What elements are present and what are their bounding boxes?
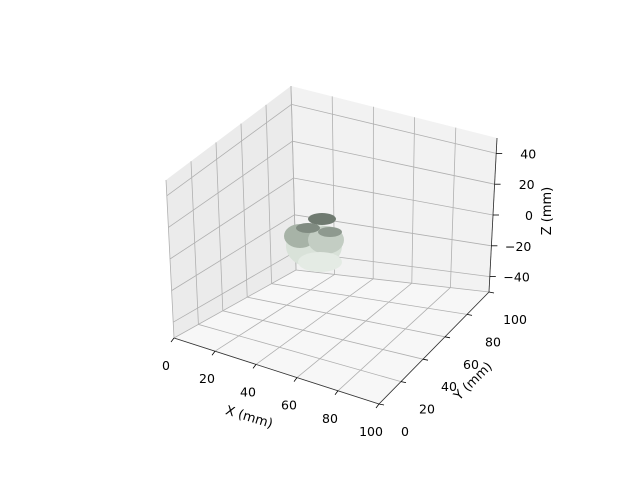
x-tick-mark bbox=[293, 377, 298, 382]
blob-top bbox=[308, 213, 336, 225]
x-tick-mark bbox=[211, 350, 216, 356]
y-tick-mark bbox=[422, 358, 429, 361]
y-tick-mark bbox=[488, 291, 495, 294]
x-tick-label: 100 bbox=[359, 424, 383, 439]
x-tick-label: 80 bbox=[322, 411, 338, 426]
x-tick-mark bbox=[252, 364, 257, 369]
x-tick-mark bbox=[170, 337, 175, 343]
x-tick-mark bbox=[375, 403, 380, 409]
y-axis-line bbox=[378, 291, 490, 405]
y-tick-mark bbox=[400, 381, 407, 383]
y-grid-line bbox=[265, 104, 468, 315]
y-tick-mark bbox=[444, 336, 451, 339]
y-tick-label: 80 bbox=[485, 334, 501, 349]
x-tick-label: 0 bbox=[162, 358, 170, 373]
x-tick-label: 60 bbox=[281, 398, 297, 413]
z-tick-label: 40 bbox=[520, 146, 536, 161]
y-tick-mark bbox=[466, 314, 473, 316]
y-grid-line bbox=[290, 85, 490, 293]
x-tick-label: 20 bbox=[199, 371, 215, 386]
x-ticks: 0 20 40 60 80 100 bbox=[162, 337, 383, 439]
z-tick-label: 20 bbox=[519, 177, 535, 192]
z-ticks: −40 −20 0 20 40 bbox=[489, 146, 536, 285]
y-tick-label: 100 bbox=[503, 312, 527, 327]
y-tick-label: 40 bbox=[441, 379, 457, 394]
z-grid-line bbox=[168, 140, 495, 228]
y-tick-mark bbox=[378, 403, 385, 406]
z-grid-line bbox=[169, 177, 494, 260]
x-axis-label: X (mm) bbox=[224, 403, 275, 432]
z-axis-label: Z (mm) bbox=[540, 187, 555, 236]
x-tick-mark bbox=[334, 390, 339, 396]
left-pane bbox=[166, 86, 296, 338]
y-tick-label: 0 bbox=[401, 424, 409, 439]
surface-object bbox=[284, 213, 344, 272]
y-grid-line bbox=[215, 142, 424, 360]
z-tick-label: 0 bbox=[525, 208, 533, 223]
blob-bottom bbox=[298, 252, 342, 272]
z-tick-label: −20 bbox=[505, 239, 531, 254]
blob-ridge bbox=[318, 227, 342, 237]
z-tick-label: −40 bbox=[503, 270, 529, 285]
y-tick-label: 60 bbox=[463, 357, 479, 372]
z-grid-line bbox=[166, 103, 497, 197]
blob-top-left bbox=[296, 223, 320, 233]
y-grid-line bbox=[240, 123, 446, 338]
y-grid-line bbox=[190, 161, 402, 382]
z-grid-line bbox=[171, 214, 492, 291]
y-tick-label: 20 bbox=[419, 402, 435, 417]
x-axis-line bbox=[173, 337, 380, 405]
x-tick-label: 40 bbox=[240, 384, 256, 399]
